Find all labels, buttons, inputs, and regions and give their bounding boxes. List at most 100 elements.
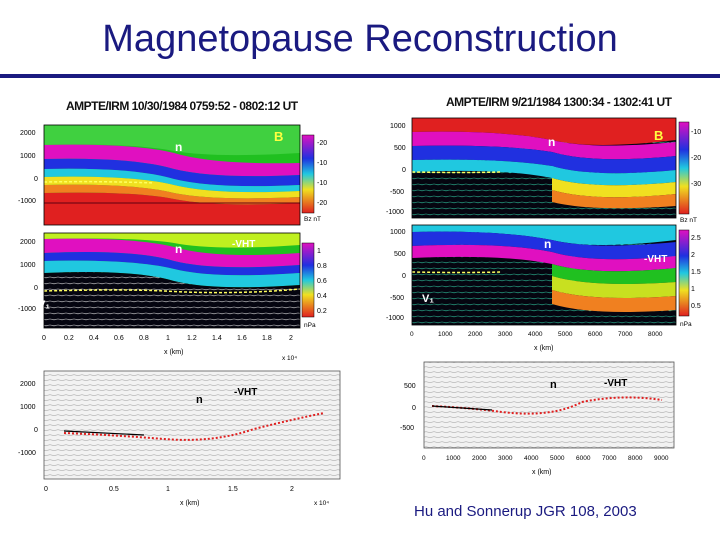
left-top-b-label: B	[274, 129, 283, 144]
x-tick: 0	[42, 335, 46, 342]
right-top-cb-unit: Bz nT	[680, 217, 697, 224]
x-tick: 1	[166, 486, 170, 493]
left-mid-vht-label: -VHT	[232, 239, 255, 250]
left-middle-panel: n -VHT V₁ 1 0.8 0.6 0.4 0.2 nPa 2000 100…	[18, 232, 327, 362]
left-y-tick: -1000	[18, 306, 36, 313]
left-x-label: x (km)	[164, 349, 183, 356]
right-mid-cb-tick: 2	[691, 252, 695, 259]
left-top-cb-tick: -20	[317, 140, 327, 147]
right-y-tick: -1000	[386, 315, 404, 322]
left-figure: B n -20 -10 -10 -20 Bz nT 2000 1000 0 -1…	[18, 124, 341, 507]
right-bottom-y-tick: -500	[400, 425, 414, 432]
x-tick: 6000	[588, 331, 603, 338]
x-tick: 1000	[446, 455, 461, 462]
x-tick: 2	[290, 486, 294, 493]
x-tick: 0	[422, 455, 426, 462]
right-y-tick: -1000	[386, 209, 404, 216]
x-tick: 2000	[472, 455, 487, 462]
right-y-tick: 500	[394, 251, 406, 258]
right-top-n-label: n	[548, 135, 555, 149]
right-mid-cb-tick: 2.5	[691, 235, 701, 242]
left-top-cb-tick: -10	[317, 180, 327, 187]
left-y-tick: 1000	[20, 404, 36, 411]
x-tick: 0.5	[109, 486, 119, 493]
right-middle-panel: n -VHT V₁ 2.5 2 1.5 1 0.5 nPa 1000 500 0…	[386, 224, 701, 352]
left-x-scale: x 10⁴	[282, 355, 297, 362]
left-y-tick: 1000	[20, 153, 36, 160]
x-tick: 1.4	[212, 335, 222, 342]
x-tick: 1	[166, 335, 170, 342]
x-tick: 0	[44, 486, 48, 493]
x-tick: 7000	[602, 455, 617, 462]
left-mid-cb-tick: 0.4	[317, 293, 327, 300]
x-tick: 0.4	[89, 335, 99, 342]
left-mid-colorbar	[301, 242, 315, 318]
citation: Hu and Sonnerup JGR 108, 2003	[414, 503, 637, 520]
left-mid-cb-tick: 0.6	[317, 278, 327, 285]
x-tick: 8000	[628, 455, 643, 462]
left-bottom-n-label: n	[196, 394, 203, 406]
right-bottom-y-tick: 0	[412, 405, 416, 412]
right-top-cb-tick: -10	[691, 129, 701, 136]
x-tick: 1.2	[187, 335, 197, 342]
x-tick: 5000	[558, 331, 573, 338]
x-tick: 1.6	[237, 335, 247, 342]
left-mid-vt-label: V₁	[38, 299, 50, 311]
right-top-b-label: B	[654, 128, 663, 143]
left-y-tick: 2000	[20, 130, 36, 137]
left-bottom-x-axis: 0 0.5 1 1.5 2	[44, 486, 294, 493]
x-tick: 1000	[438, 331, 453, 338]
left-bottom-x-scale: x 10⁴	[314, 500, 329, 507]
x-tick: 0.8	[139, 335, 149, 342]
slide-title: Magnetopause Reconstruction	[102, 18, 618, 60]
x-tick: 3000	[498, 331, 513, 338]
left-mid-cb-tick: 1	[317, 248, 321, 255]
right-mid-n-label: n	[544, 237, 551, 251]
left-y-tick: -1000	[18, 198, 36, 205]
right-y-tick: -500	[390, 295, 404, 302]
x-tick: 7000	[618, 331, 633, 338]
x-tick: 4000	[528, 331, 543, 338]
right-mid-x-axis: 0 1000 2000 3000 4000 5000 6000 7000 800…	[410, 331, 663, 338]
right-mid-cb-tick: 0.5	[691, 303, 701, 310]
left-top-panel: B n -20 -10 -10 -20 Bz nT 2000 1000 0 -1…	[18, 124, 327, 226]
x-tick: 0.2	[64, 335, 74, 342]
right-mid-colorbar	[678, 229, 690, 317]
x-tick: 3000	[498, 455, 513, 462]
x-tick: 2000	[468, 331, 483, 338]
left-figure-title: AMPTE/IRM 10/30/1984 0759:52 - 0802:12 U…	[66, 99, 298, 113]
right-figure: B n -10 -20 -30 Bz nT 1000 500 0 -500 -1…	[386, 117, 701, 476]
left-top-cb-unit: Bz nT	[304, 216, 321, 223]
x-tick: 4000	[524, 455, 539, 462]
left-bottom-vht-label: -VHT	[234, 387, 257, 398]
left-mid-cb-unit: nPa	[304, 322, 316, 329]
right-bottom-y-tick: 500	[404, 383, 416, 390]
right-y-tick: 1000	[390, 123, 406, 130]
right-top-cb-tick: -20	[691, 155, 701, 162]
left-y-tick: 1000	[20, 262, 36, 269]
right-y-tick: -500	[390, 189, 404, 196]
left-y-tick: 0	[34, 176, 38, 183]
left-y-tick: 0	[34, 285, 38, 292]
right-bottom-x-label: x (km)	[532, 469, 551, 476]
left-bottom-panel: n -VHT 2000 1000 0 -1000 0 0.5 1 1.5 2 x…	[18, 370, 341, 507]
right-x-label: x (km)	[534, 345, 553, 352]
left-y-tick: -1000	[18, 450, 36, 457]
left-top-colorbar	[301, 134, 315, 214]
right-bottom-x-axis: 0 1000 2000 3000 4000 5000 6000 7000 800…	[422, 455, 669, 462]
left-mid-n-label: n	[175, 242, 182, 256]
right-y-tick: 1000	[390, 229, 406, 236]
right-mid-cb-unit: nPa	[680, 321, 692, 328]
x-tick: 9000	[654, 455, 669, 462]
right-mid-vt-label: V₁	[422, 293, 434, 305]
left-mid-cb-tick: 0.2	[317, 308, 327, 315]
x-tick: 1.5	[228, 486, 238, 493]
left-y-tick: 2000	[20, 239, 36, 246]
x-tick: 0	[410, 331, 414, 338]
right-figure-title: AMPTE/IRM 9/21/1984 1300:34 - 1302:41 UT	[446, 95, 672, 109]
right-bottom-vht-label: -VHT	[604, 378, 627, 389]
right-mid-cb-tick: 1.5	[691, 269, 701, 276]
right-y-tick: 500	[394, 145, 406, 152]
title-divider	[0, 74, 720, 78]
left-bottom-x-label: x (km)	[180, 500, 199, 507]
